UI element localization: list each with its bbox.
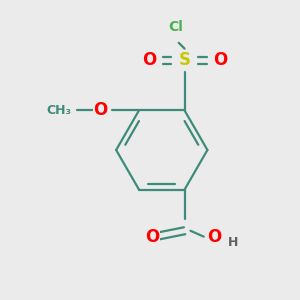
- Text: H: H: [228, 236, 238, 249]
- Text: O: O: [145, 228, 159, 246]
- Text: O: O: [207, 228, 221, 246]
- Text: Cl: Cl: [168, 20, 183, 34]
- Text: O: O: [142, 51, 156, 69]
- Text: CH₃: CH₃: [46, 104, 71, 117]
- Text: O: O: [213, 51, 227, 69]
- Text: O: O: [94, 101, 108, 119]
- Text: S: S: [178, 51, 190, 69]
